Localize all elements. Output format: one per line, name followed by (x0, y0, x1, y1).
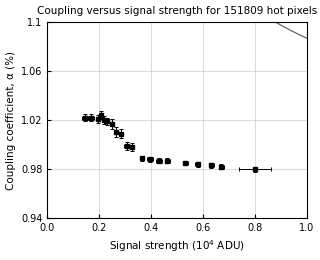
Title: Coupling versus signal strength for 151809 hot pixels: Coupling versus signal strength for 1518… (37, 5, 317, 16)
Y-axis label: Coupling coefficient, α (%): Coupling coefficient, α (%) (5, 50, 16, 190)
X-axis label: Signal strength (10$^4$ ADU): Signal strength (10$^4$ ADU) (109, 239, 245, 255)
